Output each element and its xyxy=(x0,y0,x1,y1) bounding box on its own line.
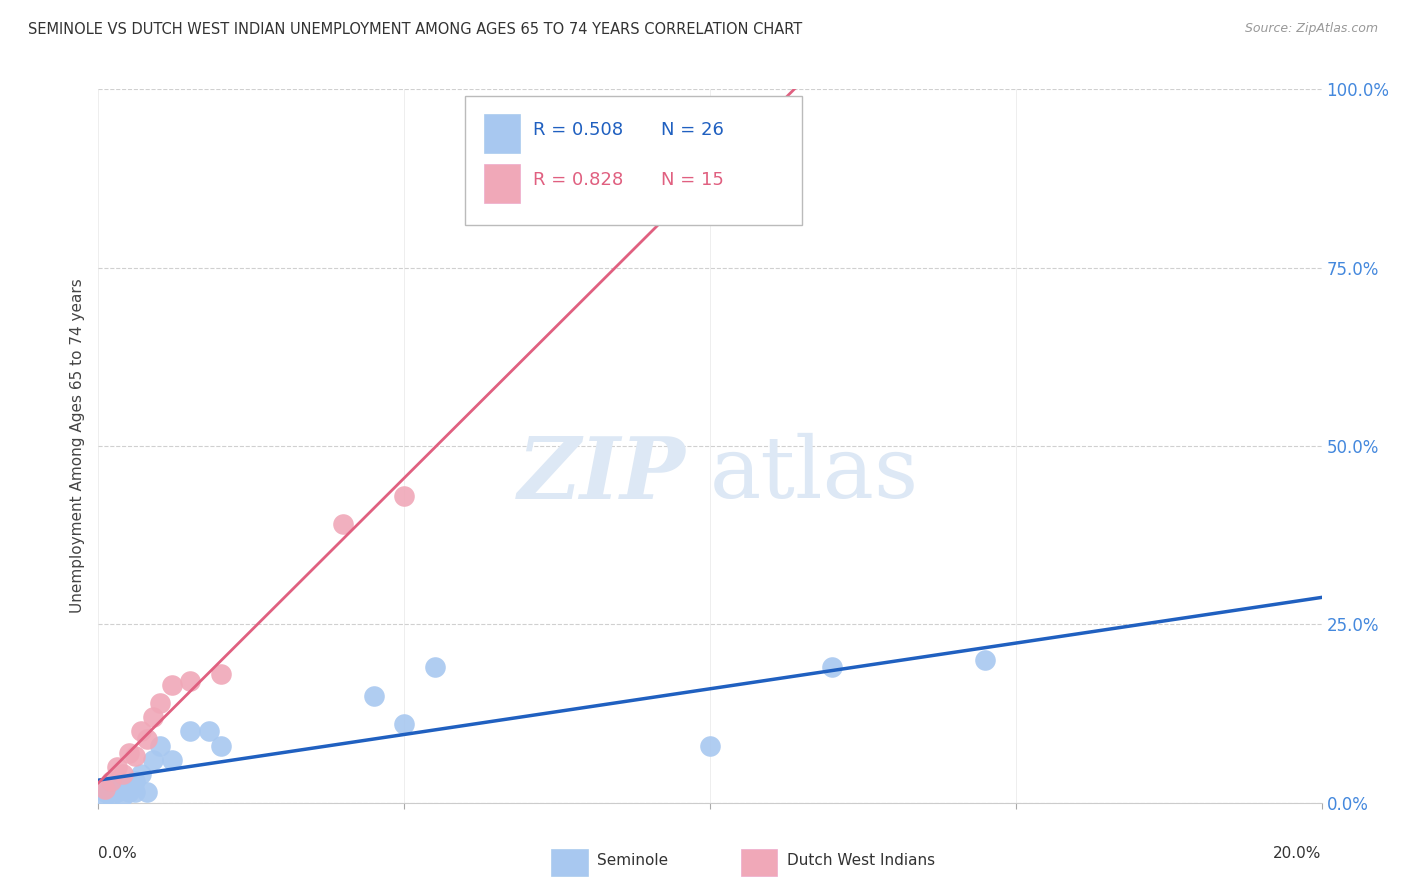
Text: R = 0.828: R = 0.828 xyxy=(533,171,623,189)
Bar xyxy=(484,164,520,203)
Point xyxy=(392,489,416,503)
Point xyxy=(423,660,446,674)
Point xyxy=(209,739,232,753)
Bar xyxy=(484,114,520,153)
Text: 0.0%: 0.0% xyxy=(98,846,138,861)
Point xyxy=(197,724,219,739)
Text: ZIP: ZIP xyxy=(517,433,686,516)
Point xyxy=(118,778,141,792)
Point xyxy=(149,739,172,753)
Text: Source: ZipAtlas.com: Source: ZipAtlas.com xyxy=(1244,22,1378,36)
Text: atlas: atlas xyxy=(710,433,920,516)
Point xyxy=(129,724,152,739)
Text: N = 15: N = 15 xyxy=(661,171,724,189)
Point xyxy=(118,785,141,799)
Point xyxy=(118,746,141,760)
Point xyxy=(699,739,721,753)
Text: Dutch West Indians: Dutch West Indians xyxy=(787,853,935,868)
Point xyxy=(179,674,201,689)
Point xyxy=(105,781,128,796)
Point xyxy=(136,785,159,799)
Text: Seminole: Seminole xyxy=(598,853,669,868)
Point xyxy=(129,767,152,781)
Point xyxy=(111,789,134,803)
Point xyxy=(160,678,183,692)
Point xyxy=(100,781,122,796)
Bar xyxy=(551,849,588,876)
Point xyxy=(160,753,183,767)
Point xyxy=(363,689,385,703)
Text: R = 0.508: R = 0.508 xyxy=(533,121,623,139)
Point xyxy=(100,789,122,803)
Point xyxy=(105,760,128,774)
Bar xyxy=(741,849,778,876)
Point xyxy=(209,667,232,681)
Point xyxy=(124,749,146,764)
Point xyxy=(111,778,134,792)
Point xyxy=(111,767,134,781)
Point xyxy=(124,785,146,799)
Point xyxy=(142,710,165,724)
Point xyxy=(93,781,115,796)
Point xyxy=(142,753,165,767)
Point xyxy=(821,660,844,674)
Point xyxy=(105,785,128,799)
Point xyxy=(93,789,115,803)
Text: 20.0%: 20.0% xyxy=(1274,846,1322,861)
Point xyxy=(93,785,115,799)
Point xyxy=(124,774,146,789)
Point xyxy=(974,653,997,667)
Y-axis label: Unemployment Among Ages 65 to 74 years: Unemployment Among Ages 65 to 74 years xyxy=(70,278,86,614)
Point xyxy=(332,517,354,532)
Text: SEMINOLE VS DUTCH WEST INDIAN UNEMPLOYMENT AMONG AGES 65 TO 74 YEARS CORRELATION: SEMINOLE VS DUTCH WEST INDIAN UNEMPLOYME… xyxy=(28,22,803,37)
FancyBboxPatch shape xyxy=(465,96,801,225)
Point xyxy=(392,717,416,731)
Text: N = 26: N = 26 xyxy=(661,121,724,139)
Point xyxy=(136,731,159,746)
Point xyxy=(100,774,122,789)
Point xyxy=(179,724,201,739)
Point xyxy=(149,696,172,710)
